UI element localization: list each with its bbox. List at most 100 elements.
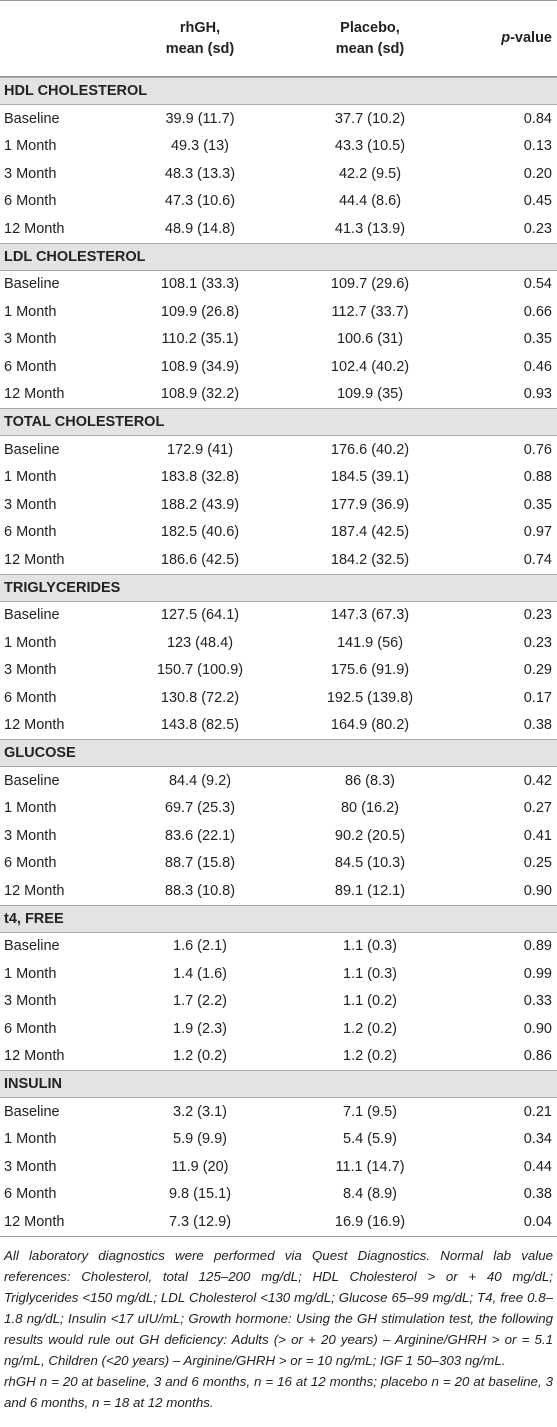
placebo-cell: 109.7 (29.6) <box>330 276 410 293</box>
row-label: Baseline <box>4 276 60 293</box>
placebo-cell: 109.9 (35) <box>336 386 404 403</box>
table-row: Baseline 108.1 (33.3) 109.7 (29.6) 0.54 <box>0 271 557 299</box>
section-header: HDL CHOLESTEROL <box>0 77 557 105</box>
rhgh-cell: 108.1 (33.3) <box>160 276 240 293</box>
placebo-cell: 1.2 (0.2) <box>343 1048 397 1065</box>
placebo-cell: 44.4 (8.6) <box>338 193 402 210</box>
header-line: mean (sd) <box>165 40 235 57</box>
row-label: 12 Month <box>4 1213 65 1230</box>
rhgh-cell: 3.2 (3.1) <box>173 1103 227 1120</box>
table-row: 12 Month 1.2 (0.2) 1.2 (0.2) 0.86 <box>0 1043 557 1071</box>
table-row: 6 Month 130.8 (72.2) 192.5 (139.8) 0.17 <box>0 684 557 712</box>
p-value-cell: 0.74 <box>523 551 552 568</box>
placebo-cell: 147.3 (67.3) <box>330 607 410 624</box>
row-label: 1 Month <box>4 303 57 320</box>
table-row: 3 Month 188.2 (43.9) 177.9 (36.9) 0.35 <box>0 491 557 519</box>
footnote: All laboratory diagnostics were performe… <box>4 1247 553 1368</box>
p-value-cell: 0.45 <box>523 193 552 210</box>
table-row: 6 Month 108.9 (34.9) 102.4 (40.2) 0.46 <box>0 353 557 381</box>
placebo-cell: 41.3 (13.9) <box>334 220 406 237</box>
header-line: Placebo, <box>340 19 400 36</box>
p-value-cell: 0.99 <box>523 965 552 982</box>
placebo-cell: 177.9 (36.9) <box>330 496 410 513</box>
p-value-cell: 0.44 <box>523 1158 552 1175</box>
placebo-cell: 176.6 (40.2) <box>330 441 410 458</box>
p-value-cell: 0.66 <box>523 303 552 320</box>
table-row: 1 Month 69.7 (25.3) 80 (16.2) 0.27 <box>0 795 557 823</box>
rhgh-cell: 88.7 (15.8) <box>164 855 236 872</box>
p-value-cell: 0.76 <box>523 441 552 458</box>
p-value-cell: 0.35 <box>523 331 552 348</box>
rhgh-cell: 9.8 (15.1) <box>168 1186 232 1203</box>
row-label: 6 Month <box>4 855 57 872</box>
table-row: 12 Month 186.6 (42.5) 184.2 (32.5) 0.74 <box>0 546 557 574</box>
rhgh-cell: 182.5 (40.6) <box>160 524 240 541</box>
section-header: TRIGLYCERIDES <box>0 573 557 602</box>
table-row: 6 Month 88.7 (15.8) 84.5 (10.3) 0.25 <box>0 850 557 878</box>
table-row: Baseline 39.9 (11.7) 37.7 (10.2) 0.84 <box>0 105 557 133</box>
table-row: 1 Month 49.3 (13) 43.3 (10.5) 0.13 <box>0 133 557 161</box>
rhgh-cell: 49.3 (13) <box>170 138 230 155</box>
rhgh-cell: 1.7 (2.2) <box>173 993 227 1010</box>
row-label: 1 Month <box>4 1131 57 1148</box>
p-value-cell: 0.25 <box>523 855 552 872</box>
rhgh-cell: 109.9 (26.8) <box>160 303 240 320</box>
row-label: 12 Month <box>4 717 65 734</box>
table-row: Baseline 3.2 (3.1) 7.1 (9.5) 0.21 <box>0 1098 557 1126</box>
row-label: 12 Month <box>4 220 65 237</box>
table-row: 6 Month 1.9 (2.3) 1.2 (0.2) 0.90 <box>0 1015 557 1043</box>
table-header: rhGH, mean (sd) Placebo, mean (sd) p-val… <box>0 0 557 77</box>
header-p-value: p-value <box>470 28 557 49</box>
p-value-cell: 0.27 <box>523 800 552 817</box>
row-label: Baseline <box>4 607 60 624</box>
p-value-cell: 0.89 <box>523 938 552 955</box>
row-label: 12 Month <box>4 551 65 568</box>
header-line: mean (sd) <box>335 40 405 57</box>
placebo-cell: 90.2 (20.5) <box>334 827 406 844</box>
row-label: 1 Month <box>4 138 57 155</box>
row-label: Baseline <box>4 441 60 458</box>
placebo-cell: 1.1 (0.3) <box>343 965 397 982</box>
placebo-cell: 11.1 (14.7) <box>335 1158 405 1175</box>
row-label: 12 Month <box>4 882 65 899</box>
p-value-cell: 0.29 <box>523 662 552 679</box>
placebo-cell: 1.1 (0.2) <box>343 993 397 1010</box>
header-placebo: Placebo, mean (sd) <box>270 18 470 60</box>
row-label: 3 Month <box>4 496 57 513</box>
section-header: LDL CHOLESTEROL <box>0 242 557 271</box>
placebo-cell: 80 (16.2) <box>340 800 400 817</box>
p-value-cell: 0.38 <box>523 717 552 734</box>
placebo-cell: 43.3 (10.5) <box>334 138 406 155</box>
placebo-cell: 8.4 (8.9) <box>343 1186 397 1203</box>
table-row: 12 Month 88.3 (10.8) 89.1 (12.1) 0.90 <box>0 877 557 905</box>
rhgh-cell: 1.2 (0.2) <box>173 1048 227 1065</box>
table-row: 3 Month 1.7 (2.2) 1.1 (0.2) 0.33 <box>0 988 557 1016</box>
p-value-cell: 0.38 <box>523 1186 552 1203</box>
rhgh-cell: 39.9 (11.7) <box>165 110 235 127</box>
row-label: 12 Month <box>4 386 65 403</box>
rhgh-cell: 123 (48.4) <box>166 634 234 651</box>
rhgh-cell: 47.3 (10.6) <box>164 193 236 210</box>
rhgh-cell: 1.4 (1.6) <box>173 965 227 982</box>
table-row: 6 Month 182.5 (40.6) 187.4 (42.5) 0.97 <box>0 519 557 547</box>
p-value-cell: 0.54 <box>523 276 552 293</box>
rhgh-cell: 69.7 (25.3) <box>164 800 236 817</box>
row-label: 12 Month <box>4 1048 65 1065</box>
placebo-cell: 184.2 (32.5) <box>330 551 410 568</box>
p-value-cell: 0.23 <box>523 607 552 624</box>
row-label: Baseline <box>4 938 60 955</box>
rhgh-cell: 188.2 (43.9) <box>160 496 240 513</box>
placebo-cell: 7.1 (9.5) <box>343 1103 397 1120</box>
placebo-cell: 112.7 (33.7) <box>331 303 409 320</box>
p-value-cell: 0.84 <box>523 110 552 127</box>
rhgh-cell: 186.6 (42.5) <box>160 551 240 568</box>
p-value-cell: 0.23 <box>523 220 552 237</box>
placebo-cell: 141.9 (56) <box>336 634 404 651</box>
p-value-cell: 0.13 <box>523 138 552 155</box>
row-label: 3 Month <box>4 331 57 348</box>
table-row: 1 Month 183.8 (32.8) 184.5 (39.1) 0.88 <box>0 464 557 492</box>
row-label: 6 Month <box>4 1020 57 1037</box>
table-row: 3 Month 110.2 (35.1) 100.6 (31) 0.35 <box>0 326 557 354</box>
rhgh-cell: 183.8 (32.8) <box>160 469 240 486</box>
